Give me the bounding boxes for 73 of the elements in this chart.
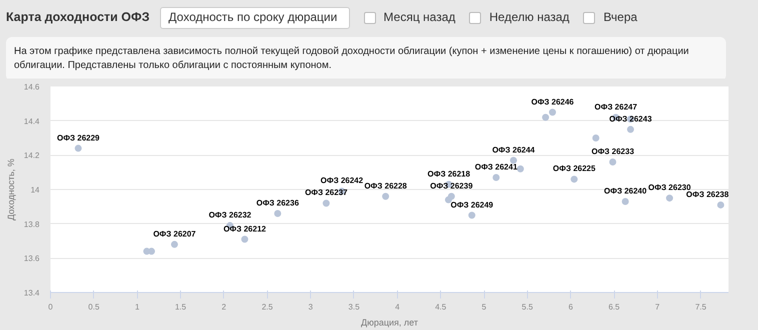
y-tick-label: 14 [30,186,40,194]
point [274,210,282,218]
x-axis-title: Дюрация, лет [361,318,418,328]
x-tick-label: 2.5 [262,302,274,312]
point [516,165,524,172]
point [717,201,724,208]
text: Доходность по сроку дюрации [160,7,350,29]
data-label: ОФЗ 26239 [430,181,474,190]
x-tick-label: 2 [222,302,227,312]
data-label: ОФЗ 26249 [450,200,494,210]
point [444,196,452,204]
point [492,174,500,181]
data-label: ОФЗ 26228 [364,181,408,190]
x-tick-label: 3.5 [348,302,360,312]
x-tick-label: 5 [482,302,487,312]
point [382,192,390,200]
x-tick-label: 4 [395,302,400,312]
data-label: ОФЗ 26242 [320,176,364,186]
data-label: ОФЗ 26236 [256,198,300,208]
y-tick-label: 14.2 [24,151,40,160]
point [570,176,578,183]
point [592,134,600,142]
x-tick-label: 7 [655,302,660,312]
chart-title: Карта доходности ОФЗ [6,9,150,26]
data-label: ОФЗ 26218 [428,169,471,178]
data-label: ОФЗ 26207 [153,229,196,238]
data-label: ОФЗ 26238 [686,190,730,199]
data-label: ОФЗ 26244 [492,145,536,154]
point [627,126,634,133]
point [74,144,82,152]
point [241,236,248,243]
text: Вчера [602,9,638,26]
data-label: ОФЗ 26243 [609,114,652,124]
text: Месяц назад [382,9,456,26]
data-label: ОФЗ 26232 [208,210,252,220]
text: Неделю назад [488,9,570,26]
x-tick-label: 1.5 [174,302,187,312]
x-tick-label: 0 [48,302,54,312]
y-axis-title: Доходность, % [6,158,16,220]
data-label: ОФЗ 26247 [594,102,638,112]
point [622,198,629,206]
data-label: ОФЗ 26212 [223,224,267,234]
point [666,194,674,202]
x-tick-label: 1 [134,302,140,312]
point [510,156,517,164]
x-tick-label: 5.5 [522,302,534,312]
point [609,158,616,166]
data-label: ОФЗ 26225 [552,164,596,174]
point [542,114,550,121]
data-label: ОФЗ 26229 [56,133,100,142]
point [322,200,330,207]
point [548,108,556,116]
x-tick-label: 0.5 [88,302,100,312]
data-label: ОФЗ 26246 [531,97,574,106]
point [468,212,476,219]
data-label: ОФЗ 26241 [474,162,518,172]
x-tick-label: 3 [308,302,314,312]
y-tick-label: 13.6 [24,254,40,264]
point [170,240,178,248]
point [148,248,156,255]
y-tick-label: 13.8 [24,220,40,229]
x-tick-label: 4.5 [435,302,447,312]
x-tick-label: 6.5 [608,302,620,312]
data-label: ОФЗ 26240 [604,186,648,196]
data-label: ОФЗ 26233 [591,147,635,156]
y-tick-label: 13.4 [24,288,40,298]
x-tick-label: 6 [568,302,574,312]
x-tick-label: 7.5 [695,302,707,312]
data-label: ОФЗ 26230 [648,183,692,192]
y-tick-label: 14.4 [24,116,40,126]
y-tick-label: 14.6 [24,82,40,92]
chart-subtitle: На этом графике представлена зависимость полной текущей годовой доходности облигации (купон + изменение цены к погашению) от дюрации облигации. Представлены только облигации с постоянным купоном. [6,37,726,81]
data-label: ОФЗ 26237 [304,188,348,198]
